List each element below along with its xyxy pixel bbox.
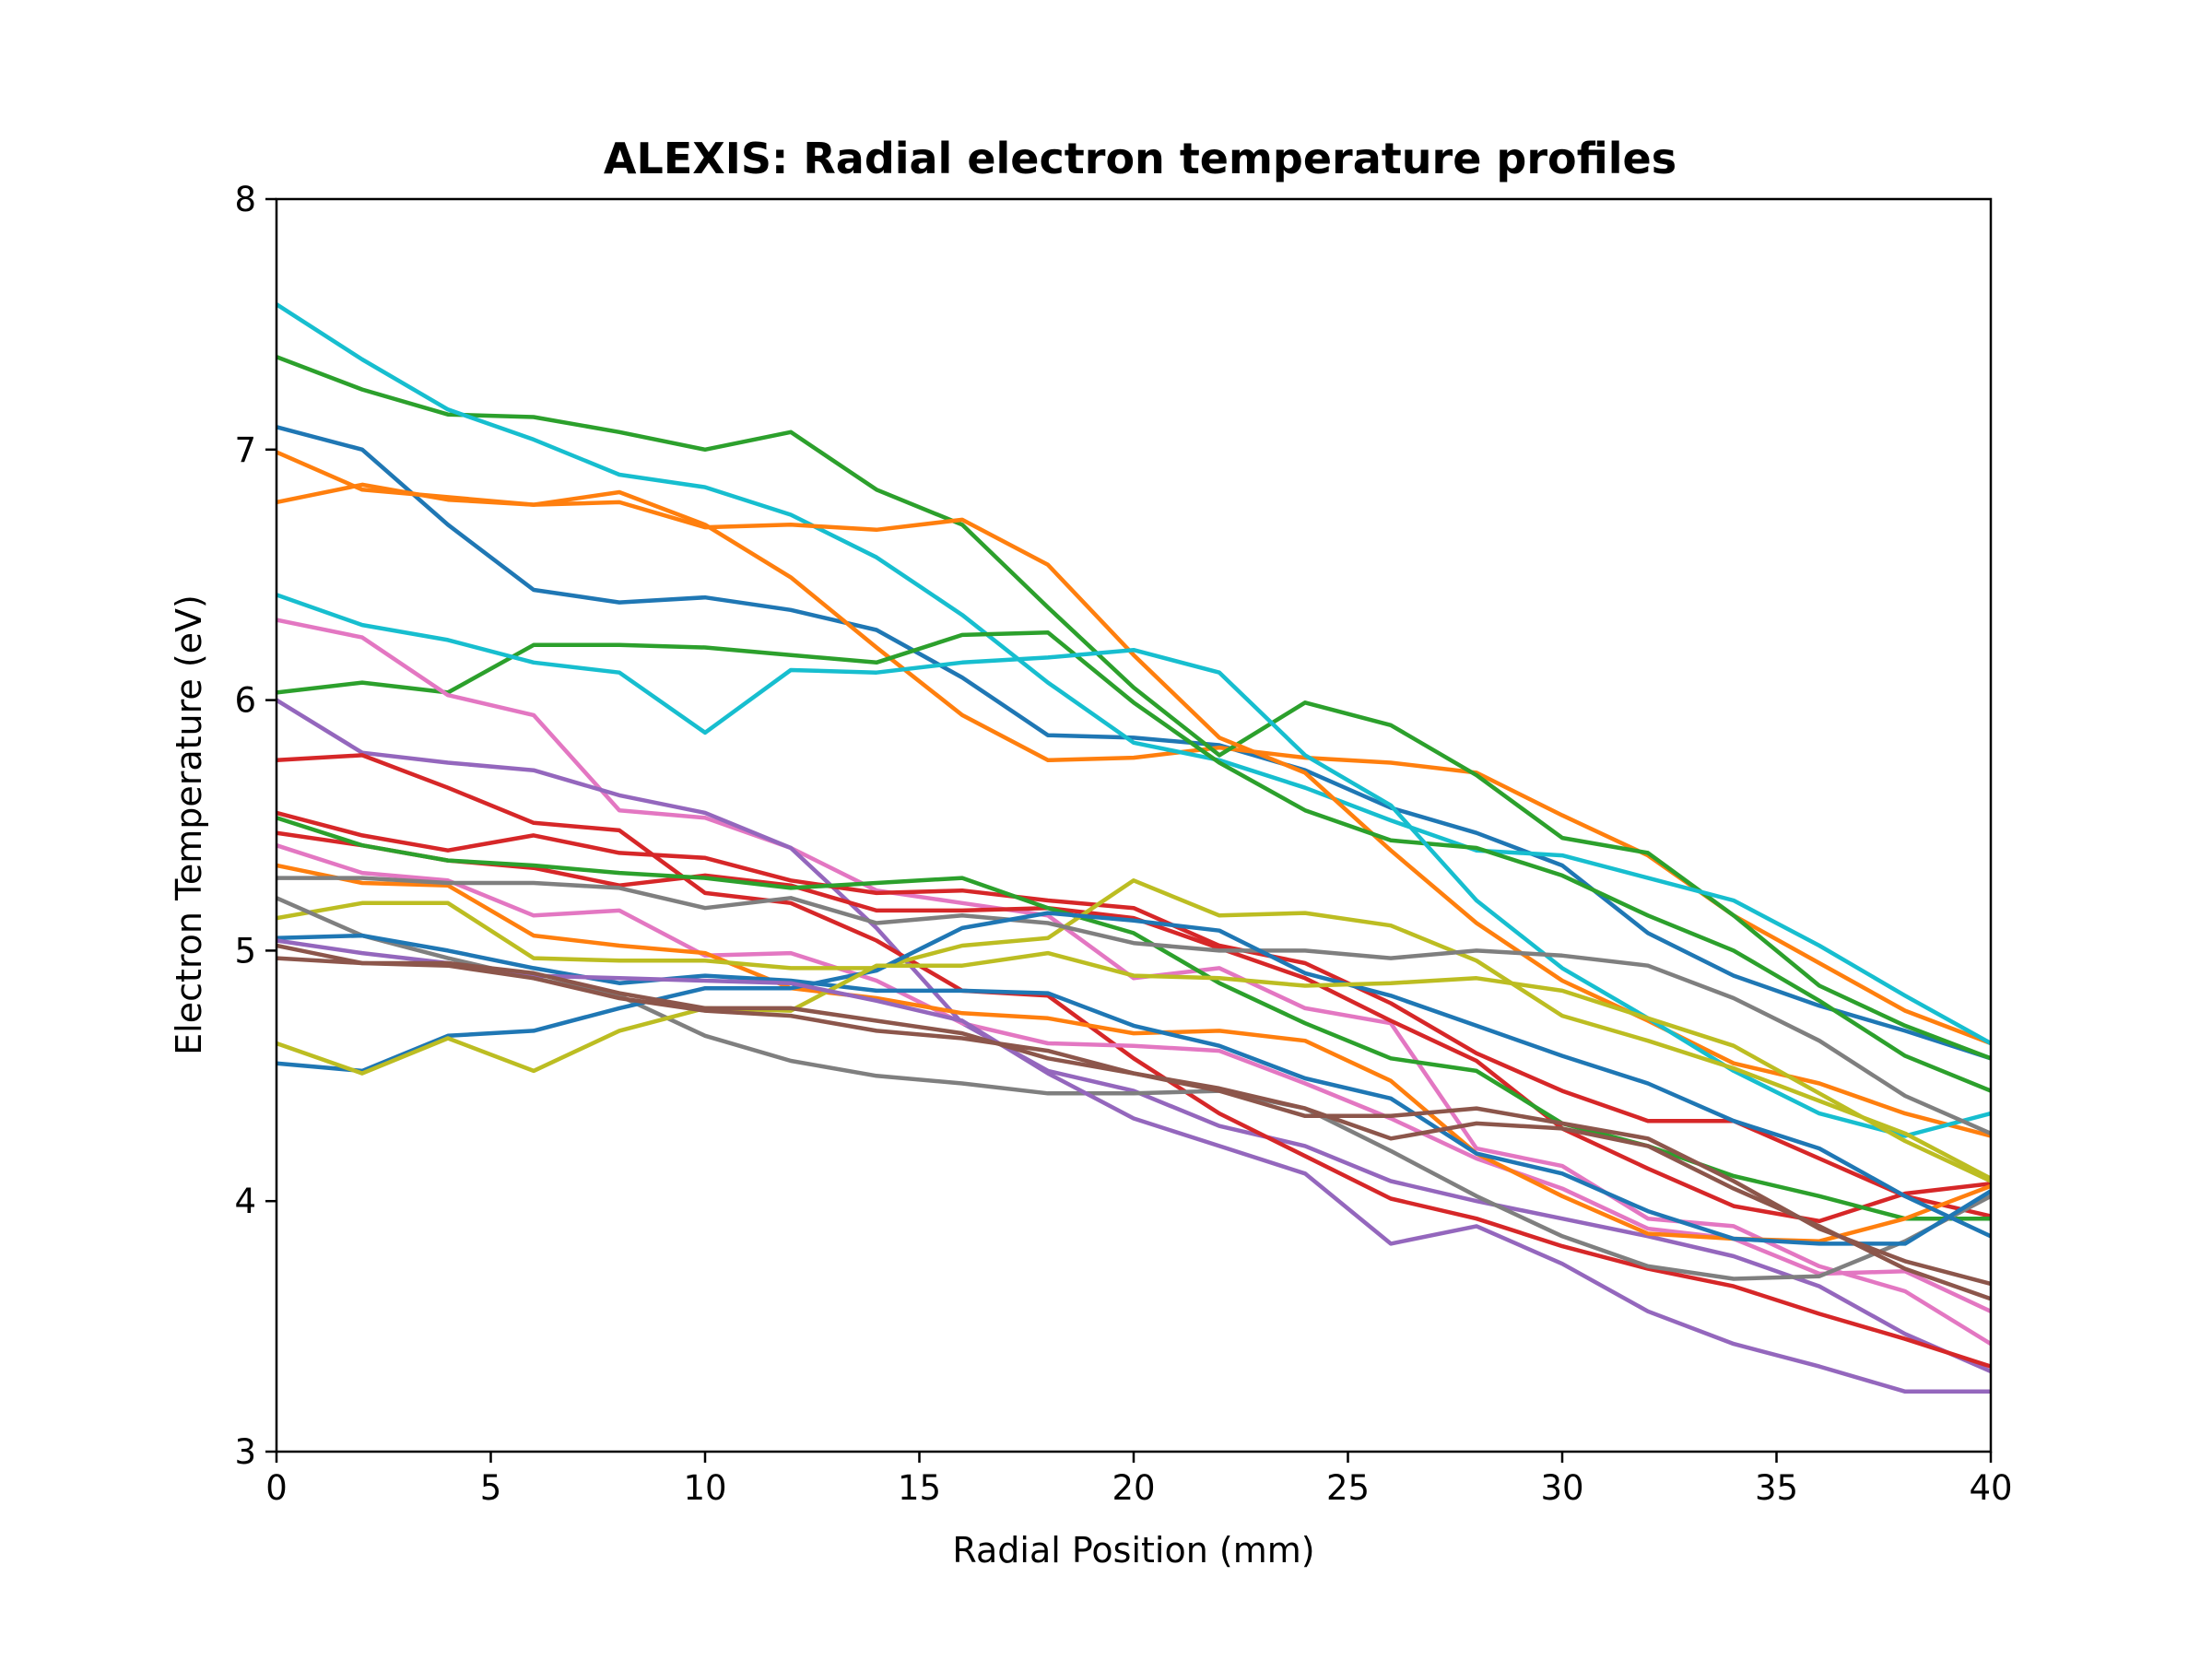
x-tick-label: 0 (265, 1468, 288, 1508)
series-line-8 (276, 618, 1991, 1347)
series-line-19 (276, 933, 1991, 1246)
y-tick-label: 3 (234, 1432, 256, 1472)
series-line-20 (276, 911, 1991, 1239)
y-tick-label: 6 (234, 681, 256, 721)
y-axis-ticks: 3 4 5 6 7 8 (234, 180, 276, 1472)
series-line-6 (276, 629, 1991, 1093)
series-line-16 (276, 878, 1991, 1181)
series-line-7 (276, 593, 1991, 1138)
x-tick-label: 35 (1755, 1468, 1798, 1508)
x-tick-label: 5 (480, 1468, 502, 1508)
y-tick-label: 4 (234, 1182, 256, 1221)
x-tick-label: 40 (1969, 1468, 2012, 1508)
y-axis-label: Electron Temperature (eV) (169, 594, 209, 1055)
series-line-11 (276, 810, 1991, 1218)
series-line-10 (276, 753, 1991, 1369)
x-axis-label: Radial Position (mm) (952, 1530, 1314, 1571)
series-line-17 (276, 876, 1991, 1135)
x-axis-ticks: 0 5 10 15 20 25 30 35 40 (265, 1452, 2013, 1508)
x-tick-label: 10 (683, 1468, 726, 1508)
series-line-21 (276, 950, 1991, 1183)
chart-title: ALEXIS: Radial electron temperature prof… (604, 134, 1677, 183)
y-tick-label: 8 (234, 180, 256, 219)
series-line-1 (276, 425, 1991, 1061)
x-tick-label: 25 (1326, 1468, 1370, 1508)
series-layer (276, 302, 1991, 1394)
y-tick-label: 5 (234, 931, 256, 971)
series-line-4 (276, 302, 1991, 1045)
y-tick-label: 7 (234, 430, 256, 470)
x-tick-label: 30 (1540, 1468, 1583, 1508)
series-line-12 (276, 830, 1991, 1224)
x-tick-label: 15 (898, 1468, 941, 1508)
series-line-15 (276, 863, 1991, 1243)
series-line-24 (276, 956, 1991, 1301)
series-line-9 (276, 698, 1991, 1374)
series-line-22 (276, 938, 1991, 1394)
series-line-5 (276, 482, 1991, 1138)
x-tick-label: 20 (1112, 1468, 1155, 1508)
